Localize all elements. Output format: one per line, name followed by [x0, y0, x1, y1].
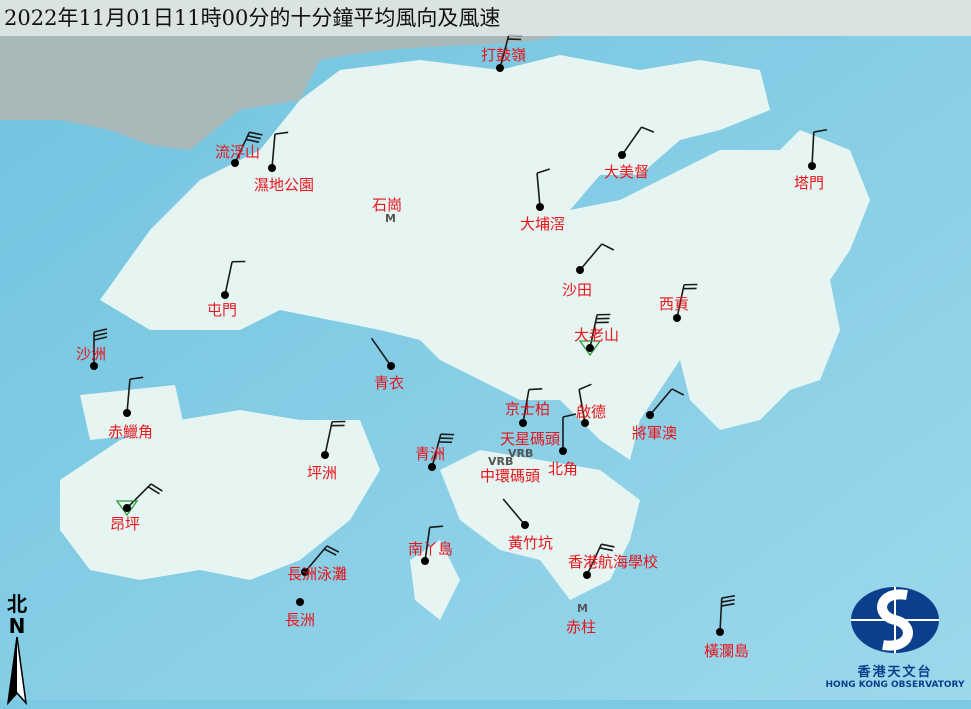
station-dot [321, 451, 329, 459]
station-label: 青衣 [374, 372, 404, 393]
station-label: 橫瀾島 [704, 640, 749, 661]
station-label: 香港航海學校 [568, 551, 658, 572]
station-dot [673, 314, 681, 322]
north-arrow: 北 N [4, 588, 30, 709]
station-dot [559, 447, 567, 455]
north-zh: 北 [4, 588, 30, 617]
station-label: 赤鱲角 [108, 421, 153, 442]
hko-logo-icon [849, 585, 941, 655]
station-label: 屯門 [207, 299, 237, 320]
station-label: 青洲 [415, 443, 445, 464]
station-dot [123, 504, 131, 512]
station-label: 西貢 [659, 293, 689, 314]
station-label: 大美督 [604, 161, 649, 182]
wind-barb-feather [529, 389, 542, 390]
station-label: 坪洲 [307, 462, 337, 483]
station-dot [716, 628, 724, 636]
station-label: 長洲 [285, 609, 315, 630]
station-dot [618, 151, 626, 159]
station-label: 啟德 [576, 401, 606, 422]
logo-zh: 香港天文台 [820, 661, 970, 680]
logo-en: HONG KONG OBSERVATORY [820, 680, 970, 690]
station-dot [496, 64, 504, 72]
station-label: 黃竹坑 [508, 532, 553, 553]
station-label: 北角 [548, 458, 578, 479]
station-label: 長洲泳灘 [287, 563, 347, 584]
m-marker-stanley: M [577, 602, 588, 615]
station-label: 京士柏 [505, 398, 550, 419]
place-label: 中環碼頭 [480, 465, 540, 486]
station-label: 大老山 [574, 324, 619, 345]
station-label: 流浮山 [215, 141, 260, 162]
place-label: 天星碼頭 [500, 428, 560, 449]
north-en: N [4, 617, 30, 635]
station-dot [296, 598, 304, 606]
station-dot [521, 521, 529, 529]
station-label: 大埔滘 [520, 213, 565, 234]
map-title: 2022年11月01日11時00分的十分鐘平均風向及風速 [0, 0, 971, 36]
station-dot [387, 362, 395, 370]
station-label: 濕地公園 [254, 174, 314, 195]
place-label: 赤柱 [566, 616, 596, 637]
station-label: 南丫島 [408, 538, 453, 559]
station-dot [808, 162, 816, 170]
m-marker-shek-kong: M [385, 212, 396, 225]
station-dot [519, 419, 527, 427]
station-dot [268, 164, 276, 172]
station-24 [296, 598, 304, 606]
station-label: 昂坪 [110, 513, 140, 534]
station-label: 將軍澳 [632, 422, 677, 443]
north-arrow-icon [4, 635, 30, 705]
hko-logo: 香港天文台 HONG KONG OBSERVATORY [820, 585, 970, 690]
station-dot [583, 571, 591, 579]
vrb-marker-central-pier: VRB [488, 455, 513, 468]
station-label: 打鼓嶺 [481, 44, 526, 65]
station-label: 沙洲 [76, 343, 106, 364]
station-dot [576, 266, 584, 274]
station-dot [221, 291, 229, 299]
station-dot [428, 463, 436, 471]
station-dot [586, 344, 594, 352]
station-dot [123, 409, 131, 417]
station-dot [536, 203, 544, 211]
station-label: 塔門 [794, 172, 824, 193]
station-label: 沙田 [562, 279, 592, 300]
station-dot [646, 411, 654, 419]
